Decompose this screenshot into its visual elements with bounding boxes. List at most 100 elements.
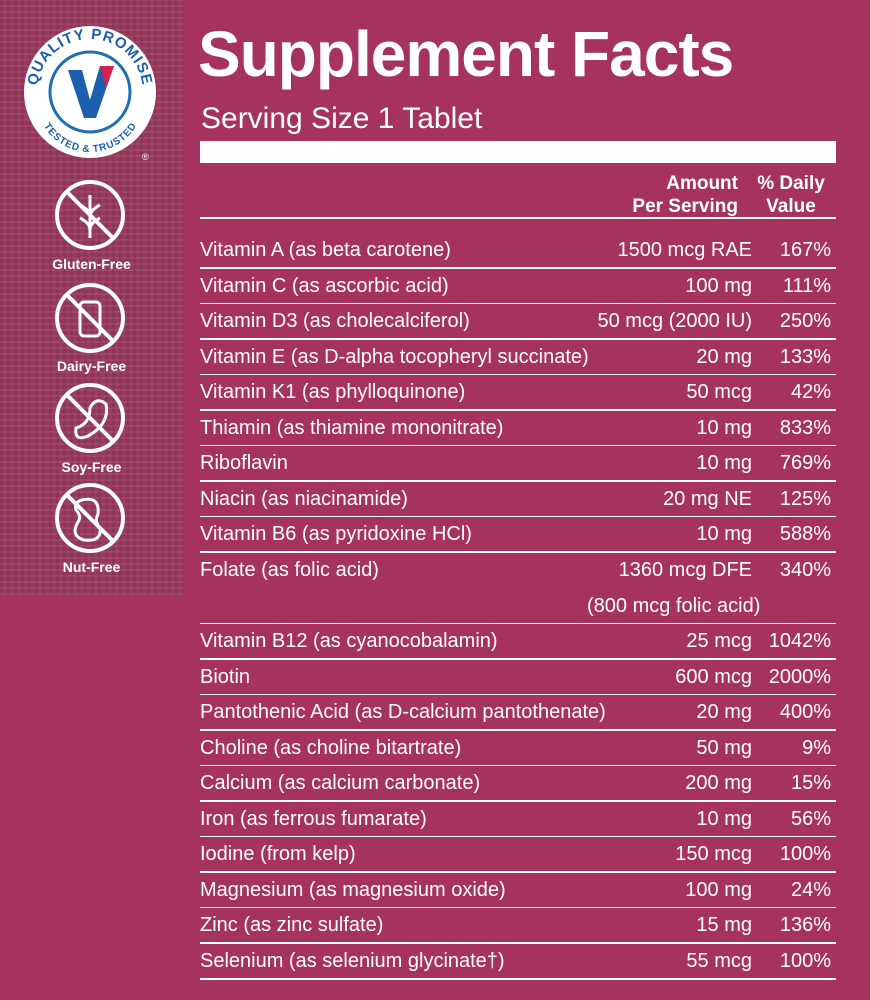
amount: 1360 mcg DFE — [618, 558, 752, 581]
feature-label: Dairy-Free — [56, 358, 127, 374]
amount: 150 mcg — [675, 843, 752, 866]
daily-value: 111% — [782, 274, 831, 297]
amount: 20 mg — [696, 701, 752, 724]
amount: 10 mg — [696, 452, 752, 475]
nutrient-name: Vitamin E (as D-alpha tocopheryl succina… — [200, 345, 589, 368]
nutrient-name: Vitamin B6 (as pyridoxine HCl) — [200, 523, 472, 546]
daily-value: 340% — [779, 558, 831, 581]
row-rule — [200, 835, 836, 838]
daily-value: 400% — [779, 701, 831, 724]
nutrient-name: Vitamin B12 (as cyanocobalamin) — [200, 630, 498, 653]
row-rule — [200, 409, 836, 411]
header-line: Value — [766, 196, 816, 217]
v-logo — [68, 66, 114, 118]
row-rule — [200, 800, 836, 802]
header-line: Per Serving — [632, 196, 738, 217]
amount: 25 mcg — [686, 630, 752, 653]
row-rule — [200, 373, 836, 376]
row-rule — [200, 871, 836, 873]
daily-value: 42% — [790, 381, 831, 404]
daily-value: 100% — [779, 843, 831, 866]
nutrient-name: Vitamin K1 (as phylloquinone) — [200, 381, 466, 404]
daily-value: 833% — [779, 416, 831, 439]
badges: QUALITY PROMISE TESTED & TRUSTED ® — [24, 26, 156, 553]
daily-value: 133% — [779, 345, 831, 368]
row-rule — [200, 444, 836, 447]
row-rule — [200, 551, 836, 553]
nutrient-name: Selenium (as selenium glycinate†) — [200, 950, 505, 972]
registered-mark: ® — [142, 152, 149, 162]
daily-value: 588% — [779, 523, 831, 546]
amount-note: (800 mcg folic acid) — [587, 594, 761, 617]
row-rule — [200, 515, 836, 518]
amount: 50 mcg — [686, 381, 752, 404]
row-rule — [200, 906, 836, 909]
amount: 15 mg — [696, 914, 752, 937]
feature-icons — [55, 180, 125, 553]
row-rule — [200, 267, 836, 269]
daily-value: 167% — [779, 239, 831, 261]
nutrient-name: Calcium (as calcium carbonate) — [200, 772, 481, 795]
daily-value: 769% — [779, 452, 831, 475]
daily-value: 2000% — [768, 665, 831, 688]
feature-label: Soy-Free — [61, 459, 122, 475]
amount: 100 mg — [685, 274, 752, 297]
nutrient-name: Iron (as ferrous fumarate) — [200, 807, 427, 830]
row-rule — [200, 480, 836, 482]
amount: 10 mg — [696, 416, 752, 439]
nutrient-name: Folate (as folic acid) — [200, 558, 379, 581]
daily-value: 56% — [790, 807, 831, 830]
daily-value: 1042% — [768, 630, 831, 653]
header-rule — [200, 217, 836, 219]
amount-header: Amount Per Serving — [600, 172, 738, 218]
amount: 10 mg — [696, 807, 752, 830]
row-rule — [200, 729, 836, 731]
nutrient-name: Vitamin A (as beta carotene) — [200, 239, 451, 261]
v-accent — [100, 66, 114, 88]
amount: 1500 mcg RAE — [617, 239, 752, 261]
row-rule — [200, 942, 836, 944]
serving-size: Serving Size 1 Tablet — [201, 102, 483, 135]
nutrient-name: Vitamin D3 (as cholecalciferol) — [200, 310, 470, 333]
nutrient-name: Thiamin (as thiamine mononitrate) — [200, 416, 504, 439]
amount: 50 mcg (2000 IU) — [597, 310, 752, 333]
daily-value: 250% — [779, 310, 831, 333]
thick-rule — [200, 141, 836, 163]
badge-ring — [48, 50, 132, 134]
dv-header: % Daily Value — [748, 172, 834, 218]
nutrient-name: Niacin (as niacinamide) — [200, 487, 408, 510]
daily-value: 125% — [779, 487, 831, 510]
row-rule — [200, 764, 836, 767]
amount: 200 mg — [685, 772, 752, 795]
daily-value: 15% — [790, 772, 831, 795]
nutrient-name: Vitamin C (as ascorbic acid) — [200, 274, 449, 297]
amount: 20 mg — [696, 345, 752, 368]
amount: 55 mcg — [686, 950, 752, 972]
header-line: Amount — [666, 173, 738, 194]
amount: 600 mcg — [675, 665, 752, 688]
daily-value: 9% — [802, 736, 831, 759]
feature-label: Nut-Free — [62, 559, 121, 575]
daily-value: 136% — [779, 914, 831, 937]
row-rule — [200, 658, 836, 660]
header-line: % Daily — [757, 173, 825, 194]
amount: 10 mg — [696, 523, 752, 546]
row-rule — [200, 693, 836, 696]
row-rule — [200, 622, 836, 624]
feature-label: Gluten-Free — [52, 256, 131, 272]
amount: 20 mg NE — [663, 487, 752, 510]
row-rule — [200, 338, 836, 340]
daily-value: 100% — [779, 950, 831, 972]
row-rule — [200, 302, 836, 305]
title: Supplement Facts — [198, 18, 734, 90]
nutrient-name: Riboflavin — [200, 452, 288, 475]
amount: 100 mg — [685, 878, 752, 901]
amount: 50 mg — [696, 736, 752, 759]
nutrient-name: Zinc (as zinc sulfate) — [200, 914, 384, 937]
nutrient-name: Iodine (from kelp) — [200, 843, 356, 866]
daily-value: 24% — [790, 878, 831, 901]
nutrient-name: Biotin — [200, 665, 251, 688]
badge-panel: QUALITY PROMISE TESTED & TRUSTED ® — [0, 0, 183, 595]
row-rule — [200, 978, 836, 980]
